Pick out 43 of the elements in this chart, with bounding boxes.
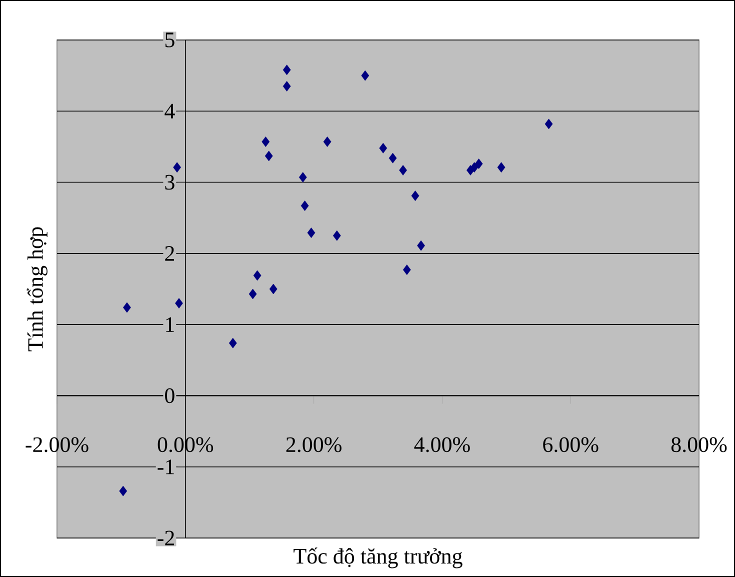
point <box>264 150 273 162</box>
point <box>262 136 270 147</box>
point <box>253 270 262 281</box>
x-tick-label: 8.00% <box>671 437 727 452</box>
x-axis-title: Tốc độ tăng trưởng <box>294 548 462 568</box>
x-tick-label: -2.00% <box>26 437 88 452</box>
y-tick-label: -2 <box>158 530 174 546</box>
point <box>399 164 407 176</box>
point <box>228 338 237 348</box>
y-tick-label: -1 <box>158 460 174 474</box>
point <box>282 64 291 76</box>
point <box>119 486 128 496</box>
x-tick-label: 4.00% <box>414 437 470 452</box>
x-tick-label: 2.00% <box>286 437 342 452</box>
point <box>497 162 506 173</box>
y-tick-label: 5 <box>165 32 174 48</box>
point <box>300 200 309 211</box>
y-tick-label: 1 <box>166 317 174 332</box>
y-tick-label: 4 <box>164 104 175 118</box>
y-tick-label: 3 <box>165 174 174 190</box>
point <box>402 264 411 275</box>
point <box>269 284 278 294</box>
point <box>123 302 131 313</box>
y-axis-title: Tính tổng hợp <box>26 227 48 352</box>
point <box>332 230 341 241</box>
point <box>361 70 370 81</box>
point <box>298 172 307 182</box>
point <box>248 288 257 300</box>
point <box>175 298 183 308</box>
point <box>173 162 182 173</box>
point <box>388 152 397 164</box>
y-tick-label: 0 <box>165 388 174 404</box>
point <box>323 136 332 147</box>
point <box>474 158 483 169</box>
point <box>411 190 420 201</box>
y-tick-label: 2 <box>165 246 174 261</box>
point <box>307 228 316 238</box>
x-tick-label: 6.00% <box>543 437 598 452</box>
point <box>282 81 291 92</box>
point <box>417 240 425 251</box>
point <box>544 118 553 130</box>
point <box>470 162 478 173</box>
point <box>379 142 388 154</box>
